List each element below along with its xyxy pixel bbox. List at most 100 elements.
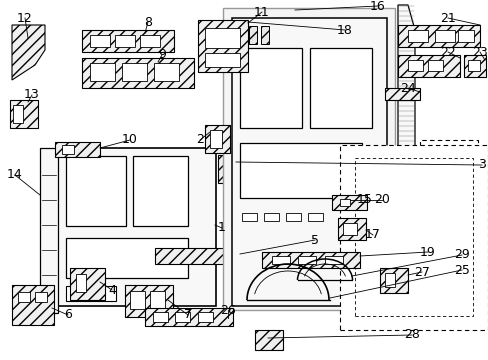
Text: 29: 29 [453,248,469,261]
Bar [325,256,342,264]
Bar [62,145,74,154]
Bar [70,268,105,300]
Text: 10: 10 [122,134,138,147]
Bar [254,330,283,350]
Bar [154,63,179,81]
Bar [198,20,247,72]
Bar [397,25,479,47]
Bar [237,26,244,44]
Bar [122,63,147,81]
Bar [145,308,232,326]
Bar [198,312,213,322]
Text: 21: 21 [439,12,455,24]
Bar [58,148,216,306]
Text: 22: 22 [439,45,455,58]
Bar [463,55,485,77]
Bar [133,156,187,226]
Text: 26: 26 [220,303,235,316]
Bar [427,155,469,303]
Bar [331,195,366,210]
Polygon shape [397,5,414,320]
Text: 4: 4 [108,284,116,297]
Bar [175,312,190,322]
Text: 1: 1 [218,221,225,234]
Text: 27: 27 [413,265,429,279]
Bar [82,30,174,52]
Text: 15: 15 [356,193,372,207]
Bar [130,291,145,309]
Bar [384,273,394,287]
Bar [427,60,442,71]
Text: 7: 7 [183,309,192,321]
Bar [10,100,38,128]
Bar [262,252,359,268]
Bar [339,145,487,330]
Bar [261,26,268,44]
Bar [90,35,110,47]
Bar [204,28,240,48]
Bar [285,213,301,221]
Bar [150,291,164,309]
Bar [264,213,279,221]
Bar [153,312,168,322]
Text: 23: 23 [471,45,487,58]
Text: 2: 2 [196,134,203,147]
Bar [407,60,422,71]
Bar [419,140,477,318]
Bar [125,285,173,317]
Bar [204,125,229,153]
Bar [82,58,194,88]
Bar [248,26,257,44]
Bar [309,48,371,128]
Bar [76,274,86,292]
Text: 16: 16 [369,0,385,13]
Text: 18: 18 [336,23,352,36]
Bar [223,8,394,310]
Bar [307,213,323,221]
Bar [297,256,315,264]
Bar [271,256,289,264]
Bar [155,248,229,264]
Bar [354,158,472,316]
Bar [240,143,361,198]
Bar [40,148,58,313]
Bar [467,60,479,71]
Bar [12,285,54,325]
Text: 11: 11 [254,5,269,18]
Text: 24: 24 [399,81,415,94]
Bar [140,35,160,47]
Bar [90,63,115,81]
Bar [457,30,473,42]
Bar [407,30,427,42]
Bar [218,155,236,183]
Bar [55,142,100,157]
Text: 12: 12 [17,12,33,24]
Bar [204,53,240,67]
Bar [66,156,126,226]
Text: 28: 28 [403,328,419,342]
Bar [339,199,349,206]
Text: 9: 9 [158,49,165,62]
Bar [231,18,386,306]
Polygon shape [12,25,45,80]
Bar [115,35,135,47]
Bar [337,218,365,240]
Bar [13,105,23,123]
Bar [434,30,454,42]
Bar [209,130,222,148]
Bar [66,286,116,301]
Bar [240,48,302,128]
Text: 14: 14 [7,168,23,181]
Bar [35,292,47,302]
Text: 17: 17 [365,229,380,242]
Text: 25: 25 [453,264,469,276]
Bar [397,55,459,77]
Bar [18,292,30,302]
Bar [242,213,257,221]
Text: 19: 19 [419,246,435,258]
Text: 6: 6 [64,309,72,321]
Bar [384,88,419,100]
Text: 8: 8 [143,15,152,28]
Text: 3: 3 [477,158,485,171]
Bar [379,268,407,293]
